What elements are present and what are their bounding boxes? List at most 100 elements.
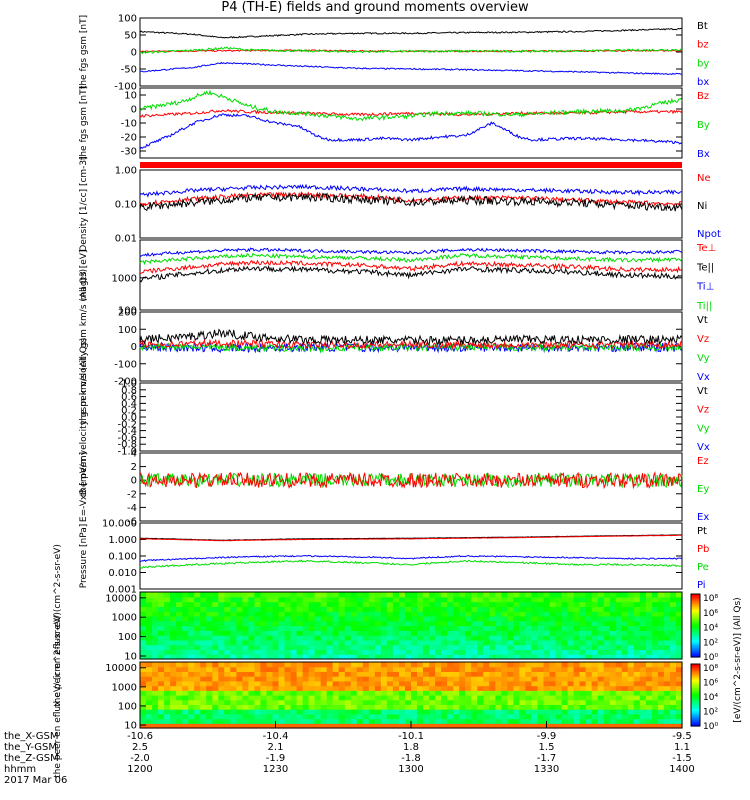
spectrogram-cell (158, 695, 165, 701)
spectrogram-cell (477, 601, 484, 607)
legend-entry: Bt (697, 21, 708, 32)
spectrogram-cell (212, 620, 219, 627)
spectrogram-cell (639, 620, 647, 627)
spectrogram-cell (242, 690, 249, 696)
legend-entry: Te⊥ (696, 243, 716, 254)
spectrogram-cell (477, 639, 484, 646)
spectrogram-cell (447, 666, 454, 672)
spectrogram-cell (447, 606, 454, 612)
y-axis-label: Pressure [nPa] (79, 524, 89, 589)
spectrogram-cell (609, 654, 617, 660)
spectrogram-cell (242, 699, 249, 705)
spectrogram-cell (248, 666, 255, 672)
spectrogram-cell (296, 713, 304, 720)
spectrogram-cell (525, 644, 532, 650)
spectrogram-cell (483, 630, 490, 636)
spectrogram-cell (423, 654, 430, 660)
spectrogram-cell (441, 699, 448, 705)
spectrogram-cell (278, 676, 286, 682)
spectrogram-cell (152, 639, 159, 646)
spectrogram-cell (278, 644, 286, 650)
spectrogram-cell (374, 649, 382, 655)
spectrogram-cell (603, 662, 611, 668)
spectrogram-cell (579, 666, 587, 672)
spectrogram-cell (429, 662, 436, 668)
spectrogram-cell (356, 601, 364, 607)
spectrogram-cell (308, 713, 316, 720)
spectrogram-cell (501, 685, 508, 691)
spectrogram-cell (236, 620, 243, 627)
spectrogram-cell (296, 625, 304, 631)
spectrogram-cell (531, 644, 538, 650)
spectrogram-cell (417, 671, 424, 677)
spectrogram-cell (537, 596, 545, 603)
spectrogram-cell (531, 680, 538, 687)
spectrogram-cell (639, 662, 647, 668)
spectrogram-cell (549, 625, 557, 631)
spectrogram-cell (471, 615, 478, 622)
spectrogram-cell (489, 635, 496, 641)
spectrogram-cell (218, 644, 225, 650)
spectrogram-cell (248, 680, 255, 687)
spectrogram-cell (670, 596, 677, 603)
spectrogram-cell (429, 699, 436, 705)
spectrogram-cell (200, 662, 207, 668)
colorbar-swatch (691, 690, 700, 693)
spectrogram-cell (218, 671, 225, 677)
colorbar-swatch (691, 652, 700, 655)
spectrogram-cell (573, 666, 581, 672)
spectrogram-cell (182, 620, 189, 627)
spectrogram-cell (477, 630, 484, 636)
spectrogram-cell (537, 676, 545, 682)
spectrogram-cell (308, 625, 316, 631)
spectrogram-cell (344, 680, 352, 687)
spectrogram-cell (254, 662, 261, 668)
spectrogram-cell (501, 596, 508, 603)
spectrogram-cell (290, 662, 298, 668)
spectrogram-cell (549, 630, 557, 636)
spectrogram-cell (561, 680, 569, 687)
spectrogram-cell (308, 615, 316, 622)
spectrogram-cell (465, 685, 472, 691)
spectrogram-cell (597, 704, 605, 710)
spectrogram-cell (561, 592, 569, 598)
spectrogram-cell (429, 592, 436, 598)
spectrogram-cell (645, 592, 653, 598)
spectrogram-cell (230, 649, 237, 655)
spectrogram-cell (447, 620, 454, 627)
spectrogram-cell (290, 690, 298, 696)
spectrogram-cell (320, 649, 328, 655)
spectrogram-cell (417, 606, 424, 612)
spectrogram-cell (603, 635, 611, 641)
spectrogram-cell (477, 718, 484, 724)
spectrogram-cell (200, 709, 207, 715)
spectrogram-cell (519, 615, 526, 622)
spectrogram-cell (627, 654, 635, 660)
spectrogram-cell (471, 676, 478, 682)
spectrogram-cell (676, 639, 683, 646)
spectrogram-cell (645, 630, 653, 636)
spectrogram-cell (615, 699, 623, 705)
spectrogram-cell (585, 620, 593, 627)
spectrogram-cell (465, 620, 472, 627)
spectrogram-cell (140, 662, 147, 668)
spectrogram-cell (164, 630, 171, 636)
spectrogram-cell (567, 666, 575, 672)
spectrogram-cell (519, 662, 526, 668)
spectrogram-cell (338, 630, 346, 636)
spectrogram-cell (338, 606, 346, 612)
spectrogram-cell (501, 635, 508, 641)
spectrogram-cell (212, 713, 219, 720)
spectrogram-cell (362, 723, 370, 729)
spectrogram-cell (272, 704, 280, 710)
spectrogram-cell (212, 639, 219, 646)
spectrogram-cell (320, 592, 328, 598)
spectrogram-cell (609, 662, 617, 668)
spectrogram-cell (591, 644, 599, 650)
spectrogram-cell (489, 592, 496, 598)
spectrogram-cell (392, 639, 400, 646)
spectrogram-cell (525, 611, 532, 617)
spectrogram-cell (621, 654, 629, 660)
spectrogram-cell (170, 704, 177, 710)
spectrogram-cell (573, 704, 581, 710)
